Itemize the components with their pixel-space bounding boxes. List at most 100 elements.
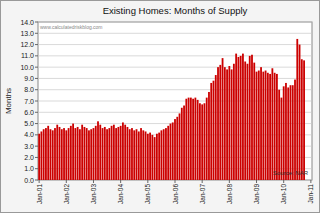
bar	[120, 126, 122, 180]
y-tick-label: 2.0	[24, 154, 34, 161]
bar	[247, 64, 249, 180]
bar	[86, 128, 88, 180]
x-tick	[202, 180, 203, 183]
y-tick-label: 6.0	[24, 109, 34, 116]
bar	[251, 55, 253, 180]
grid-line	[38, 33, 312, 34]
y-tick	[35, 67, 38, 68]
bar	[138, 131, 140, 180]
y-tick-label: 9.0	[24, 75, 34, 82]
bars	[38, 39, 305, 180]
bar	[38, 134, 40, 180]
grid-line	[38, 44, 312, 45]
grid-line	[38, 22, 312, 23]
bar	[158, 133, 160, 180]
bar	[260, 67, 262, 180]
bar	[165, 128, 167, 180]
x-tick	[310, 180, 311, 183]
bar	[47, 126, 49, 180]
x-tick-label: Jan-02	[63, 184, 70, 204]
bar	[276, 74, 278, 180]
bar	[231, 69, 233, 180]
bar	[199, 103, 201, 180]
bar	[217, 67, 219, 180]
plot-area	[38, 22, 312, 180]
x-tick	[283, 180, 284, 183]
border	[1, 1, 320, 213]
bar	[210, 83, 212, 180]
bar	[108, 128, 110, 180]
bar	[61, 129, 63, 180]
bar	[79, 129, 81, 180]
bar	[161, 130, 163, 180]
bar	[213, 81, 215, 180]
bar	[283, 86, 285, 180]
y-tick	[35, 55, 38, 56]
y-tick	[35, 33, 38, 34]
bar	[151, 135, 153, 180]
bar	[70, 126, 72, 180]
x-tick-label: Jan-06	[172, 184, 179, 204]
bar	[172, 122, 174, 180]
bar	[129, 129, 131, 180]
bar	[267, 73, 269, 180]
chart: 0.01.02.03.04.05.06.07.08.09.010.011.012…	[0, 0, 320, 213]
y-axis-label: Months	[4, 88, 13, 114]
bar	[290, 85, 292, 180]
bar	[40, 131, 42, 180]
bar	[65, 130, 67, 180]
bar	[194, 98, 196, 180]
bar	[278, 90, 280, 180]
bar	[204, 103, 206, 180]
bar	[45, 128, 47, 180]
source: Source: NAR	[273, 170, 309, 176]
x-tick-label: Jan-04	[117, 184, 124, 204]
bar	[88, 130, 90, 180]
y-tick-label: 7.0	[24, 98, 34, 105]
y-tick-label: 14.0	[20, 19, 34, 26]
x-tick-label: Jan-05	[144, 184, 151, 204]
bar	[147, 134, 149, 180]
bar	[299, 45, 301, 180]
bar	[68, 128, 70, 180]
bar	[197, 100, 199, 180]
bar	[140, 128, 142, 180]
bar	[136, 129, 138, 180]
bar	[127, 127, 129, 180]
bar	[253, 63, 255, 180]
bar	[206, 98, 208, 180]
x-tick-label: Jan-03	[90, 184, 97, 204]
y-tick	[35, 146, 38, 147]
bar	[183, 106, 185, 180]
bar	[154, 137, 156, 180]
x-tick	[66, 180, 67, 183]
bar	[163, 129, 165, 180]
bar	[81, 125, 83, 180]
bar	[63, 128, 65, 180]
bar	[301, 59, 303, 180]
grid-line	[38, 67, 312, 68]
bar	[190, 98, 192, 180]
y-tick-label: 0.0	[24, 177, 34, 184]
bar	[59, 127, 61, 180]
x-tick	[175, 180, 176, 183]
bar	[258, 71, 260, 180]
x-tick	[147, 180, 148, 183]
bar	[170, 124, 172, 180]
bar	[271, 68, 273, 180]
bar	[192, 99, 194, 180]
bar	[226, 69, 228, 180]
bar	[237, 57, 239, 180]
bar	[54, 128, 56, 180]
bar	[281, 98, 283, 180]
bar	[133, 130, 135, 180]
y-tick	[35, 78, 38, 79]
x-tick	[256, 180, 257, 183]
bar	[240, 56, 242, 180]
bar	[294, 80, 296, 180]
bar	[50, 129, 52, 180]
bar	[124, 125, 126, 180]
bar	[242, 54, 244, 180]
y-tick-label: 4.0	[24, 131, 34, 138]
bar	[43, 129, 45, 180]
